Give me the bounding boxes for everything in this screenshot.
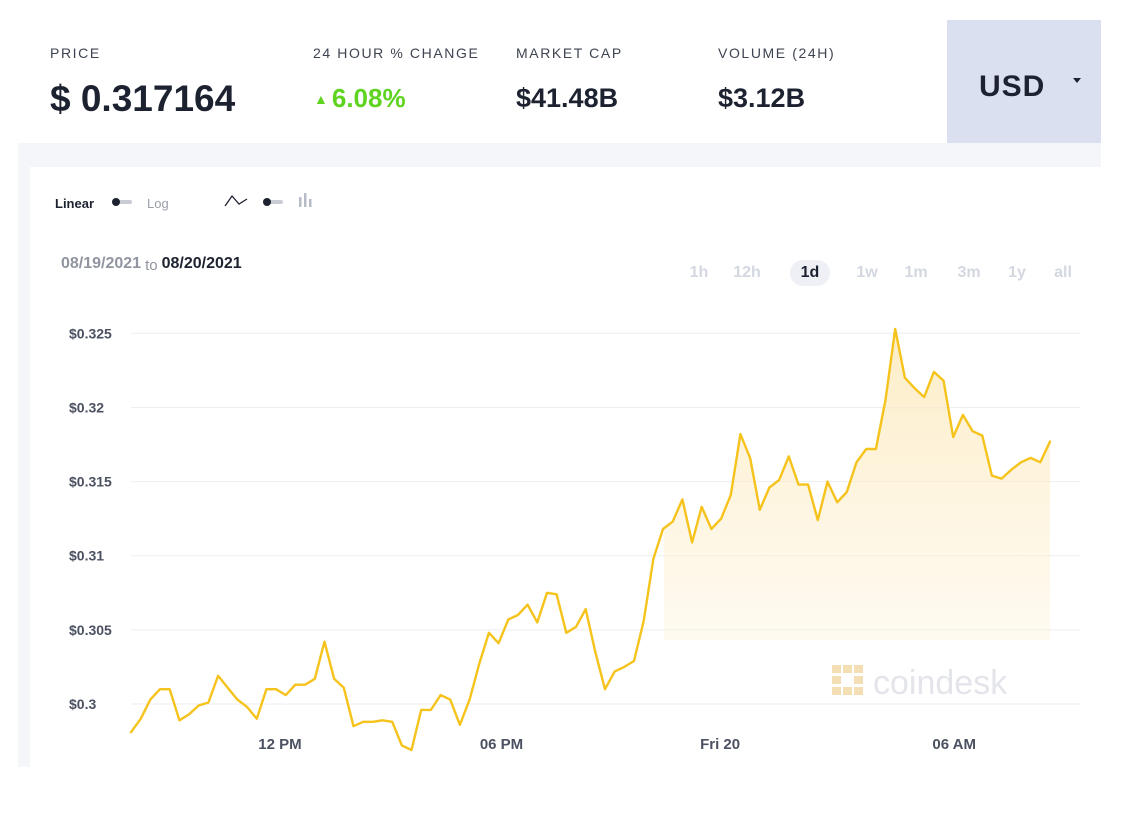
watermark-text: coindesk — [873, 664, 1008, 702]
scale-linear-label[interactable]: Linear — [55, 196, 95, 211]
range-1h[interactable]: 1h — [689, 264, 709, 281]
chart-type-toggle[interactable] — [263, 198, 283, 206]
y-tick-label: $0.305 — [69, 622, 112, 638]
x-tick-label: Fri 20 — [700, 736, 740, 753]
section-divider — [30, 143, 1101, 167]
price-area-fill — [664, 328, 1050, 640]
change-value-wrap: ▲ 6.08% — [314, 83, 406, 114]
x-tick-label: 06 PM — [480, 736, 523, 753]
range-1m[interactable]: 1m — [904, 264, 928, 281]
market-cap-label: MARKET CAP — [516, 45, 623, 61]
coindesk-watermark: coindesk — [832, 664, 1008, 702]
stats-bar: PRICE $ 0.317164 24 HOUR % CHANGE ▲ 6.08%… — [30, 20, 947, 143]
range-1w[interactable]: 1w — [856, 264, 878, 281]
date-end[interactable]: 08/20/2021 — [161, 255, 242, 272]
y-axis-labels: $0.3 $0.305 $0.31 $0.315 $0.32 $0.325 — [69, 325, 112, 712]
x-tick-label: 12 PM — [258, 736, 301, 753]
left-edge-rule — [18, 143, 30, 767]
range-1y[interactable]: 1y — [1008, 264, 1026, 281]
up-arrow-icon: ▲ — [314, 91, 328, 107]
price-series-line — [129, 327, 1052, 752]
volume-label: VOLUME (24H) — [718, 45, 836, 61]
y-tick-label: $0.31 — [69, 548, 104, 564]
date-range: 08/19/2021 to 08/20/2021 — [61, 255, 242, 274]
date-start[interactable]: 08/19/2021 — [61, 255, 142, 272]
coindesk-logo-icon — [832, 665, 863, 695]
price-label: PRICE — [50, 45, 101, 61]
range-all[interactable]: all — [1054, 264, 1072, 281]
date-connector: to — [145, 257, 158, 274]
y-tick-label: $0.325 — [69, 325, 112, 341]
y-tick-label: $0.3 — [69, 696, 96, 712]
change-value: 6.08% — [331, 83, 406, 113]
range-3m[interactable]: 3m — [957, 264, 981, 281]
price-value: $ 0.317164 — [50, 78, 236, 119]
line-chart-icon[interactable] — [224, 194, 248, 208]
caret-down-icon — [1073, 78, 1081, 83]
scale-toggle[interactable] — [112, 198, 132, 206]
range-12h[interactable]: 12h — [733, 264, 761, 281]
currency-label: USD — [979, 70, 1046, 103]
y-tick-label: $0.32 — [69, 399, 104, 415]
currency-selector[interactable]: USD — [947, 20, 1101, 143]
change-label: 24 HOUR % CHANGE — [313, 45, 480, 61]
x-axis-labels: 12 PM 06 PM Fri 20 06 AM — [258, 736, 976, 753]
range-1d[interactable]: 1d — [790, 260, 830, 286]
volume-value: $3.12B — [718, 83, 806, 113]
market-cap-value: $41.48B — [516, 83, 619, 113]
y-tick-label: $0.315 — [69, 474, 112, 490]
x-tick-label: 06 AM — [932, 736, 976, 753]
scale-log-label[interactable]: Log — [147, 196, 169, 211]
bar-chart-icon[interactable] — [298, 192, 314, 208]
